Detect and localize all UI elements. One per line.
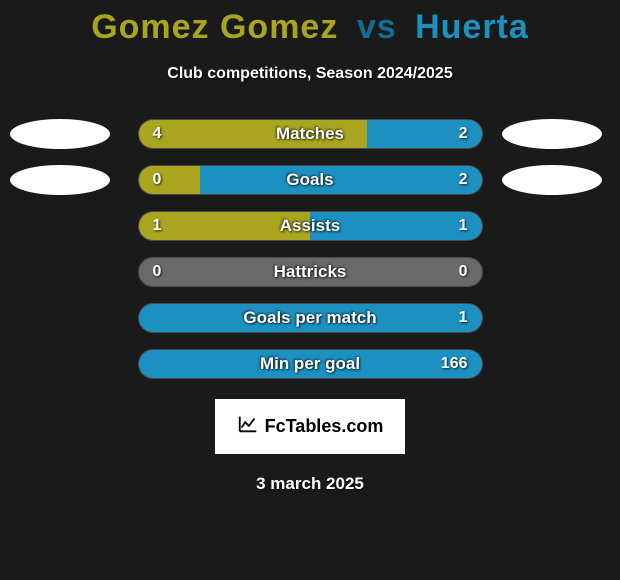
stat-bar: 42Matches bbox=[138, 119, 483, 149]
stat-label: Hattricks bbox=[139, 262, 482, 282]
stat-bar: 11Assists bbox=[138, 211, 483, 241]
source-badge[interactable]: FcTables.com bbox=[215, 399, 406, 454]
stat-row: 02Goals bbox=[0, 157, 620, 203]
source-badge-text: FcTables.com bbox=[265, 416, 384, 437]
stat-row: 1Goals per match bbox=[0, 295, 620, 341]
stat-bar: 1Goals per match bbox=[138, 303, 483, 333]
stat-rows: 42Matches 02Goals 11Assists 00Hattricks 1Goa… bbox=[0, 111, 620, 387]
subtitle: Club competitions, Season 2024/2025 bbox=[0, 65, 620, 83]
stat-bar: 166Min per goal bbox=[138, 349, 483, 379]
player-oval-left bbox=[10, 119, 110, 149]
stat-row: 00Hattricks bbox=[0, 249, 620, 295]
player-oval-right bbox=[502, 165, 602, 195]
title-player2: Huerta bbox=[415, 8, 529, 46]
stat-bar: 02Goals bbox=[138, 165, 483, 195]
stat-bar: 00Hattricks bbox=[138, 257, 483, 287]
stat-row: 166Min per goal bbox=[0, 341, 620, 387]
stat-row: 42Matches bbox=[0, 111, 620, 157]
title-vs: vs bbox=[357, 8, 397, 46]
comparison-infographic: Gomez Gomez vs Huerta Club competitions,… bbox=[0, 0, 620, 494]
stat-row: 11Assists bbox=[0, 203, 620, 249]
stat-label: Assists bbox=[139, 216, 482, 236]
player-oval-right bbox=[502, 119, 602, 149]
date: 3 march 2025 bbox=[0, 474, 620, 494]
stat-label: Matches bbox=[139, 124, 482, 144]
player-oval-left bbox=[10, 165, 110, 195]
title: Gomez Gomez vs Huerta bbox=[0, 8, 620, 47]
stat-label: Goals per match bbox=[139, 308, 482, 328]
stat-label: Min per goal bbox=[139, 354, 482, 374]
stat-label: Goals bbox=[139, 170, 482, 190]
chart-icon bbox=[237, 413, 259, 440]
title-player1: Gomez Gomez bbox=[91, 8, 338, 46]
